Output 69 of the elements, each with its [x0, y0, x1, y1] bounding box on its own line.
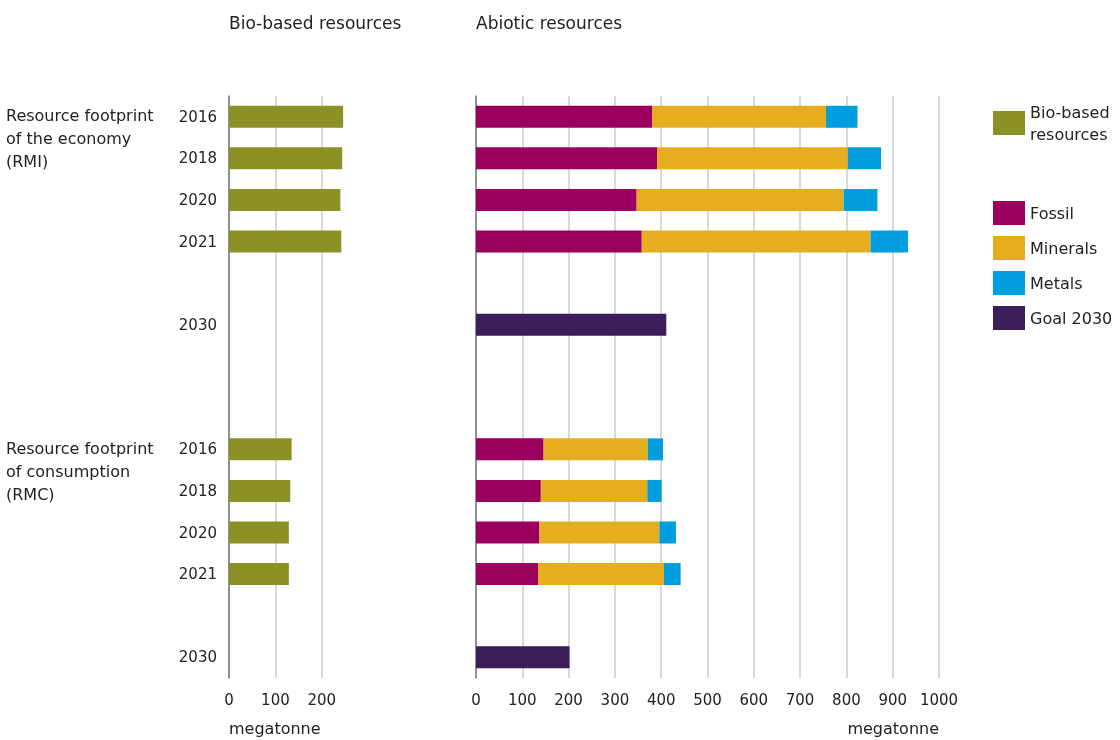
bar: [229, 147, 343, 170]
bar: [476, 313, 667, 336]
x-tick-label: 200: [554, 690, 583, 709]
x-tick-label: 900: [878, 690, 908, 709]
bar: [636, 188, 844, 211]
y-tick-label: 2018: [178, 481, 217, 500]
legend-label: Goal 2030: [1030, 308, 1113, 328]
x-axis-title: megatonne: [229, 718, 321, 738]
bar: [229, 521, 289, 544]
bar: [659, 521, 677, 544]
y-tick-label: 2030: [178, 648, 217, 667]
bar: [476, 521, 540, 544]
bar: [647, 479, 662, 502]
x-tick-label: 100: [261, 690, 290, 709]
bar: [229, 230, 342, 253]
y-tick-label: 2018: [178, 149, 217, 168]
bar: [540, 479, 648, 502]
bar: [847, 147, 882, 170]
bar: [539, 521, 660, 544]
bar: [476, 147, 658, 170]
bar: [229, 438, 292, 461]
bar: [652, 105, 827, 128]
x-tick-label: 0: [471, 690, 481, 709]
y-tick-label: 2021: [178, 232, 217, 251]
x-tick-label: 1000: [919, 690, 959, 709]
x-tick-label: 200: [307, 690, 337, 709]
bar: [229, 105, 344, 128]
bar: [476, 563, 539, 586]
legend-label: Bio-based resources: [1030, 102, 1115, 144]
bar: [476, 479, 541, 502]
bar: [657, 147, 848, 170]
x-tick-label: 0: [224, 690, 234, 709]
text: Resource footprint of the economy (RMI): [6, 106, 159, 171]
y-tick-label: 2016: [178, 107, 217, 126]
bar: [543, 438, 648, 461]
chart-title: Abiotic resources: [476, 12, 623, 33]
x-tick-label: 100: [507, 690, 537, 709]
y-tick-label: 2021: [178, 565, 217, 584]
bar: [476, 105, 653, 128]
y-tick-label: 2030: [178, 315, 217, 334]
legend-label: Minerals: [1030, 238, 1098, 258]
x-tick-label: 700: [785, 690, 815, 709]
bar: [476, 188, 637, 211]
bar: [229, 563, 289, 586]
x-tick-label: 800: [832, 690, 861, 709]
y-tick-label: 2020: [178, 190, 217, 209]
x-axis-title: megatonne: [847, 718, 939, 738]
bar: [641, 230, 871, 253]
y-tick-label: 2016: [178, 440, 217, 459]
chart-title: Bio-based resources: [229, 12, 402, 33]
bar: [647, 438, 664, 461]
bar: [826, 105, 858, 128]
y-tick-label: 2020: [178, 523, 217, 542]
text: Resource footprint of consumption (RMC): [6, 438, 159, 504]
bar: [538, 563, 664, 586]
x-tick-label: 300: [600, 690, 630, 709]
bar: [229, 188, 341, 211]
bar: [476, 646, 570, 669]
x-tick-label: 500: [693, 690, 722, 709]
bar: [870, 230, 908, 253]
x-tick-label: 400: [646, 690, 676, 709]
x-tick-label: 600: [739, 690, 769, 709]
bar: [663, 563, 681, 586]
legend-label: Fossil: [1030, 203, 1074, 223]
bar: [476, 438, 544, 461]
bar: [843, 188, 878, 211]
legend-label: Metals: [1030, 273, 1083, 293]
bar: [476, 230, 642, 253]
bar: [229, 479, 291, 502]
